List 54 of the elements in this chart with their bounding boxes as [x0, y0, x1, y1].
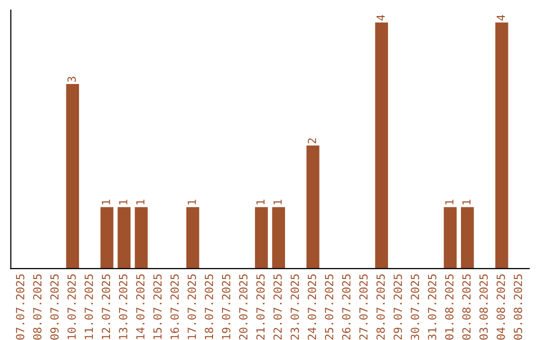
x-tick-label: 24.07.2025	[308, 274, 316, 340]
x-tick-label: 01.08.2025	[445, 274, 454, 340]
data-label: 1	[102, 200, 110, 204]
bar	[460, 207, 474, 269]
x-tick-label: 21.07.2025	[256, 274, 265, 340]
bar	[272, 207, 286, 269]
x-tick-label: 13.07.2025	[118, 274, 128, 340]
data-label: 1	[188, 200, 196, 204]
data-label: 2	[308, 138, 316, 144]
x-tick-label: 27.07.2025	[359, 274, 368, 340]
data-label: 3	[67, 76, 76, 82]
bar	[444, 207, 457, 269]
bar	[495, 22, 508, 269]
x-tick-label: 12.07.2025	[102, 274, 110, 340]
bar	[100, 207, 114, 269]
x-tick-label: 14.07.2025	[136, 274, 145, 340]
x-tick-label: 22.07.2025	[273, 274, 282, 340]
x-tick-label: 26.07.2025	[342, 274, 350, 340]
x-tick-label: 16.07.2025	[170, 274, 179, 340]
data-label: 4	[496, 14, 505, 21]
x-tick-label: 05.08.2025	[514, 274, 522, 340]
bar	[375, 22, 388, 269]
bar	[118, 207, 131, 269]
data-label: 1	[462, 200, 470, 204]
x-tick-label: 18.07.2025	[204, 274, 214, 340]
x-tick-label: 15.07.2025	[153, 274, 162, 340]
data-label: 1	[256, 200, 265, 204]
x-tick-label: 29.07.2025	[394, 274, 402, 340]
x-tick-label: 31.07.2025	[428, 274, 436, 340]
bar	[134, 207, 148, 269]
x-tick-label: 08.07.2025	[33, 274, 42, 340]
x-tick-label: 30.07.2025	[410, 274, 420, 340]
x-tick-label: 07.07.2025	[16, 274, 24, 340]
x-tick-label: 20.07.2025	[239, 274, 248, 340]
x-tick-label: 03.08.2025	[479, 274, 488, 340]
x-tick-label: 02.08.2025	[462, 274, 471, 340]
x-tick-label: 04.08.2025	[496, 274, 505, 340]
data-label: 4	[376, 14, 385, 21]
bar	[254, 207, 268, 269]
x-tick-label: 19.07.2025	[222, 274, 230, 340]
data-label: 1	[119, 200, 128, 204]
x-tick-label: 23.07.2025	[290, 274, 299, 340]
bar	[66, 84, 80, 269]
x-tick-label: 11.07.2025	[84, 274, 94, 340]
x-tick-label: 09.07.2025	[50, 274, 59, 340]
x-tick-label: 17.07.2025	[188, 274, 196, 340]
data-label: 1	[136, 200, 144, 204]
x-tick-label: 10.07.2025	[67, 274, 76, 340]
x-tick-label: 25.07.2025	[324, 274, 334, 340]
bar	[186, 207, 200, 269]
x-tick-label: 28.07.2025	[376, 274, 385, 340]
data-label: 1	[445, 200, 454, 204]
data-label: 1	[274, 200, 282, 204]
bar	[306, 146, 320, 269]
